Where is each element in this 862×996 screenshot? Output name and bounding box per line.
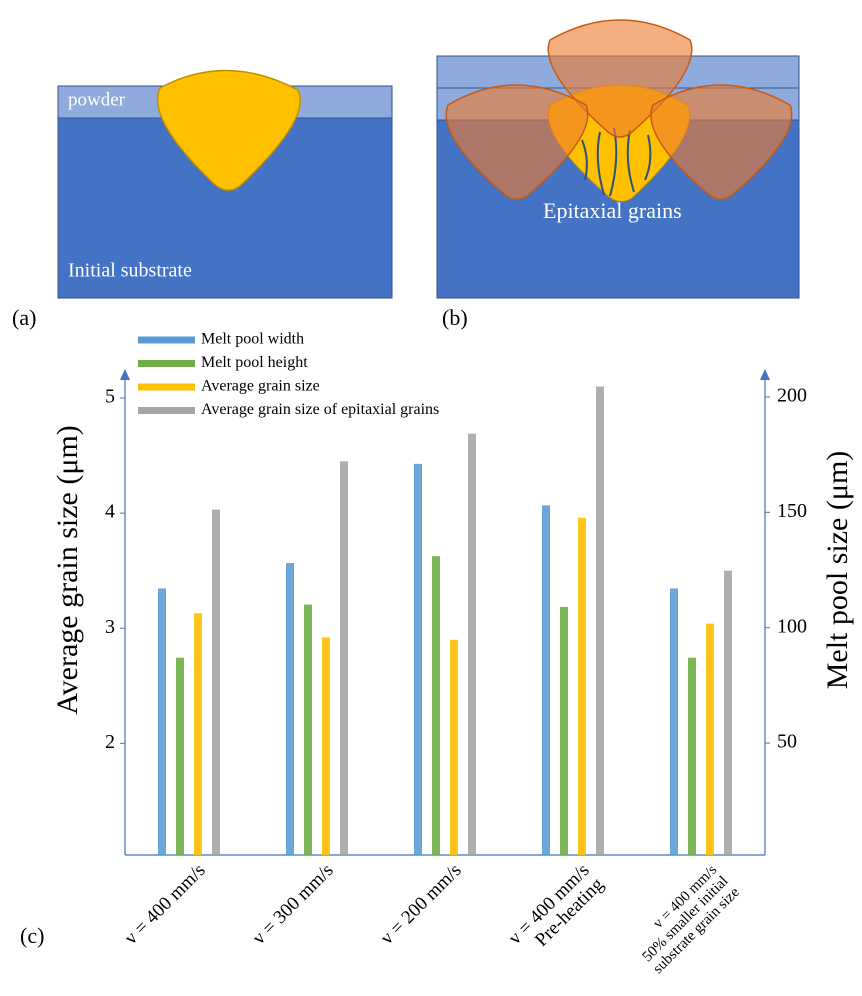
legend-label: Melt pool height [201,354,308,371]
bar [706,624,714,855]
bar [468,434,476,855]
bar [176,658,184,855]
panel-label: (c) [20,923,44,948]
legend-label: Average grain size of epitaxial grains [201,401,439,418]
bar [304,605,312,855]
powder-label: powder [68,89,126,110]
y2-tick-label: 150 [777,500,807,522]
bar [542,505,550,855]
page: powder Initial substrate (a) Epitaxial g… [0,0,862,996]
y2-tick-label: 50 [777,731,797,753]
bar [670,588,678,855]
legend-label: Average grain size [201,378,320,395]
panel-label: (a) [12,305,36,330]
grains-label: Epitaxial grains [543,198,682,223]
x-tick-label: v = 300 mm/s [248,860,337,949]
y-tick-label: 3 [105,616,115,638]
y-tick-label: 4 [105,501,115,523]
figure: powder Initial substrate (a) Epitaxial g… [0,0,862,996]
bar [724,571,732,855]
panel-label: (b) [442,305,468,330]
axes [125,378,765,855]
y2-axis-title: Melt pool size (μm) [821,451,854,690]
bar [340,461,348,855]
bar [596,387,604,855]
bar [212,510,220,855]
bar [286,563,294,855]
bar [322,637,330,855]
bar [688,658,696,855]
bar [432,556,440,855]
y-axis-title: Average grain size (μm) [51,425,84,715]
legend-label: Melt pool width [201,331,304,348]
y-tick-label: 5 [105,386,115,408]
diagram-b: Epitaxial grains (b) [437,20,799,330]
x-tick-label: v = 400 mm/s [120,860,209,949]
substrate-label: Initial substrate [68,260,192,282]
x-tick-label: v = 200 mm/s [376,860,465,949]
bar [450,640,458,855]
bar [158,588,166,855]
y2-tick-label: 100 [777,615,807,637]
diagram-a: powder Initial substrate (a) [12,70,392,330]
y2-tick-label: 200 [777,385,807,407]
y-tick-label: 2 [105,731,115,753]
bar [414,464,422,855]
bar [194,613,202,855]
bar [560,607,568,855]
bar [578,518,586,855]
